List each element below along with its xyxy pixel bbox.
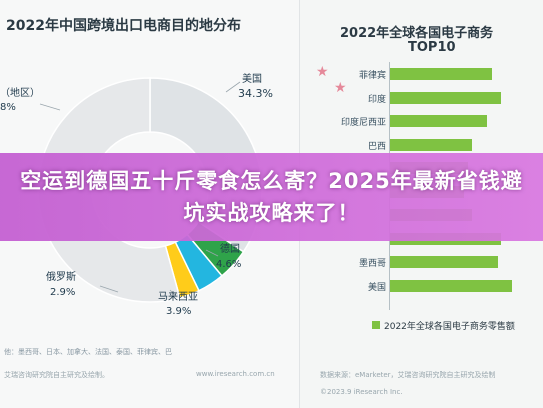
slice-label-usa-value: 34.3% (238, 87, 273, 100)
bar-category-label: 美国 (367, 282, 386, 293)
left-chart-watermark: www.iresearch.com.cn (196, 370, 275, 378)
leader-line (205, 249, 219, 257)
leader-line (169, 289, 177, 297)
legend-swatch (372, 321, 380, 329)
leader-line (225, 81, 241, 93)
slice-label-region-value: 8% (0, 102, 16, 113)
right-chart-copyright: ©2023.9 iResearch Inc. (320, 388, 403, 396)
slice-label-germany-value: 4.6% (216, 259, 242, 270)
left-chart-title: 2022年中国跨境出口电商目的地分布 (6, 18, 241, 34)
bar-category-label: 印度 (367, 94, 386, 105)
bar (390, 279, 513, 292)
leader-line (39, 103, 61, 111)
bar (390, 68, 493, 80)
slice-label-germany-name: 德国 (220, 244, 240, 255)
right-chart-source: 数据来源：eMarketer，艾瑞咨询研究院自主研究及绘制 (320, 371, 496, 379)
bar-category-label: 菲律宾 (358, 71, 386, 81)
slice-label-malaysia-name: 马来西亚 (158, 292, 198, 303)
slice-label-usa-name: 美国 (242, 74, 262, 85)
bar (390, 115, 487, 127)
star-icon: ★ (334, 80, 347, 96)
slice-label-russia-name: 俄罗斯 (46, 272, 76, 283)
bar (390, 138, 473, 151)
left-chart-source: 艾瑞咨询研究院自主研究及绘制。 (4, 371, 109, 379)
bar-category-label: 墨西哥 (358, 259, 386, 269)
right-chart-title-line2: TOP10 (408, 40, 456, 55)
bar-category-label: 印度尼西亚 (340, 118, 386, 128)
article-title-banner: 空运到德国五十斤零食怎么寄？2025年最新省钱避坑实战攻略来了！ (0, 153, 543, 241)
leader-line (99, 285, 119, 293)
bar (390, 91, 501, 104)
slice-label-malaysia-value: 3.9% (166, 306, 192, 317)
bar (390, 256, 498, 268)
right-chart-title-line1: 2022年全球各国电子商务 (340, 26, 494, 41)
slice-label-region-name: （地区） (0, 88, 40, 99)
bar-category-label: 巴西 (367, 141, 386, 152)
article-title: 空运到德国五十斤零食怎么寄？2025年最新省钱避坑实战攻略来了！ (20, 169, 523, 225)
left-chart-note: 他：墨西哥、日本、加拿大、法国、泰国、菲律宾、巴 (4, 348, 172, 356)
slice-label-russia-value: 2.9% (50, 287, 76, 298)
legend-label: 2022年全球各国电子商务零售额 (384, 322, 515, 332)
star-icon: ★ (316, 64, 329, 80)
